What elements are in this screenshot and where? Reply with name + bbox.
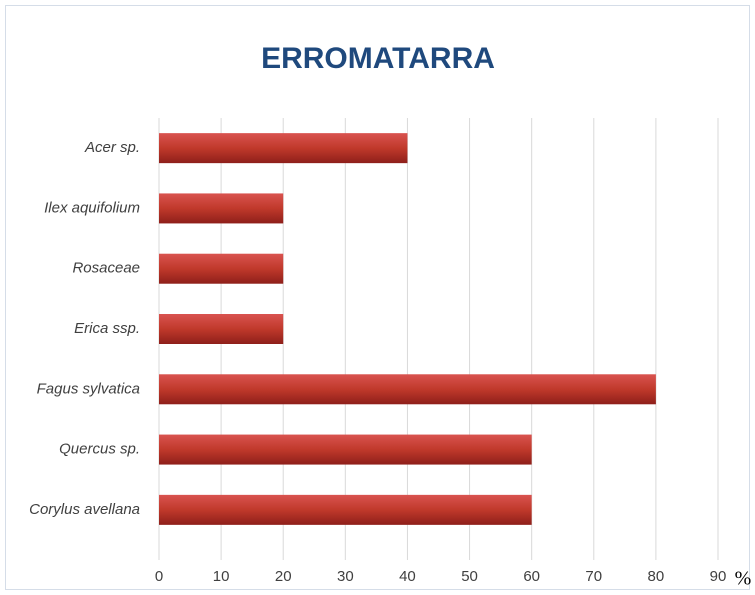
x-tick-label: 0	[155, 568, 163, 585]
x-tick-label: 30	[337, 568, 354, 585]
y-tick-label: Acer sp.	[84, 139, 140, 156]
y-tick-label: Quercus sp.	[59, 441, 140, 458]
bar	[159, 253, 284, 284]
bar	[159, 494, 532, 525]
x-tick-label: 80	[648, 568, 665, 585]
bar	[159, 133, 408, 164]
y-tick-label: Ilex aquifolium	[44, 199, 140, 216]
x-tick-label: 70	[585, 568, 602, 585]
y-tick-label: Rosaceae	[72, 260, 140, 277]
bar	[159, 314, 284, 344]
x-tick-label: 40	[399, 568, 416, 585]
chart-title: ERROMATARRA	[261, 42, 495, 75]
y-tick-label: Erica ssp.	[74, 320, 140, 337]
chart-frame	[5, 5, 750, 590]
x-axis-label: %	[735, 568, 752, 590]
x-tick-label: 50	[461, 568, 478, 585]
bar	[159, 193, 284, 224]
y-tick-label: Fagus sylvatica	[37, 380, 140, 397]
bar	[159, 374, 656, 405]
x-tick-label: 10	[213, 568, 230, 585]
bar	[159, 434, 532, 465]
x-tick-label: 60	[523, 568, 540, 585]
x-tick-label: 90	[710, 568, 727, 585]
x-tick-label: 20	[275, 568, 292, 585]
y-tick-label: Corylus avellana	[29, 501, 140, 518]
